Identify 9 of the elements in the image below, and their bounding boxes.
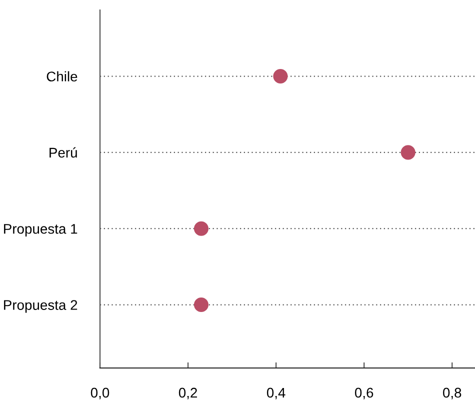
y-tick-label: Chile	[46, 71, 78, 82]
x-tick-label: 0,0	[90, 388, 110, 400]
x-tick-label: 0,4	[266, 388, 286, 400]
x-tick-label: 0,8	[443, 388, 462, 400]
x-tick-label: 0,2	[178, 388, 197, 400]
y-tick-label: Perú	[50, 147, 77, 158]
x-tick-label: 0,6	[354, 388, 374, 400]
y-tick-label: Propuesta 1	[4, 224, 78, 237]
y-tick-label: Propuesta 2	[4, 300, 78, 313]
